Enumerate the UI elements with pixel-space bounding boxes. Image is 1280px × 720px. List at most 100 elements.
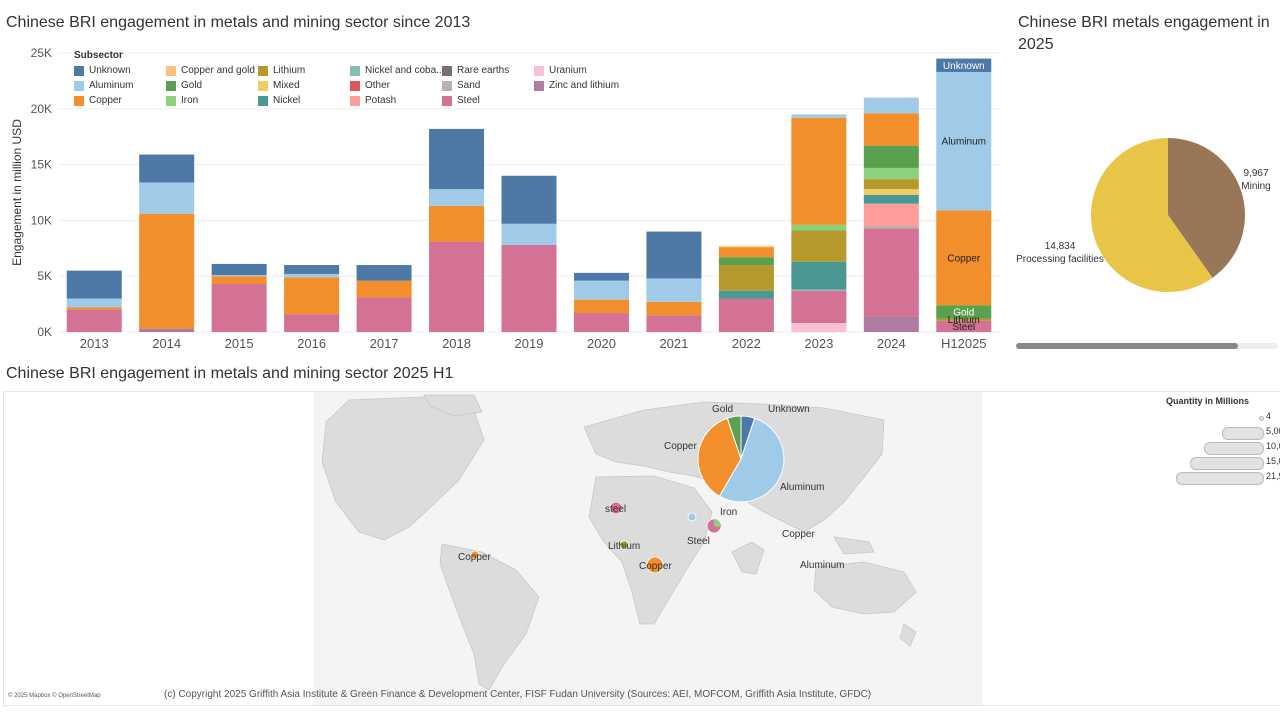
world-map[interactable]: Unknown Aluminum Copper Gold steel Iron Steel L… (4, 392, 1280, 705)
bar-segment-lithium[interactable] (936, 318, 992, 321)
bar-segment-copper[interactable] (284, 277, 340, 315)
bar-segment-steel[interactable] (573, 313, 629, 332)
bar-segment-steel[interactable] (66, 309, 122, 332)
bar-segment-steel[interactable] (936, 320, 992, 332)
bar-segment-unknown[interactable] (139, 154, 195, 183)
legend-item-nickel[interactable]: Nickel (258, 94, 350, 107)
bar-segment-steel[interactable] (863, 228, 919, 317)
bar-segment-iron[interactable] (791, 224, 847, 231)
bar-segment-aluminum[interactable] (936, 71, 992, 211)
bar-segment-unknown[interactable] (211, 263, 267, 276)
pie-scrollbar[interactable] (1016, 343, 1278, 349)
bar-segment-copper[interactable] (863, 113, 919, 146)
legend-item-rare-earths[interactable]: Rare earths (442, 64, 534, 77)
legend-item-steel[interactable]: Steel (442, 94, 534, 107)
bar-segment-sand[interactable] (863, 225, 919, 229)
legend-item-unknown[interactable]: Unknown (74, 64, 166, 77)
map-pie-slice-aluminum[interactable] (718, 417, 785, 503)
legend-item-zinc-and-lithium[interactable]: Zinc and lithium (534, 79, 626, 92)
legend-label: Copper (89, 95, 122, 106)
bar-segment-uranium[interactable] (791, 323, 847, 332)
bar-segment-mixed[interactable] (863, 189, 919, 195)
bar-segment-nickel[interactable] (791, 261, 847, 290)
legend-swatch (74, 80, 84, 91)
map-pie-slice-copper[interactable] (697, 417, 742, 497)
legend-item-aluminum[interactable]: Aluminum (74, 79, 166, 92)
bar-segment-steel[interactable] (356, 297, 412, 332)
legend-item-nickel-and-cobalt[interactable]: Nickel and coba.. (350, 64, 442, 77)
map-point-marker[interactable] (470, 550, 480, 560)
map-pie-slice-gold[interactable] (726, 415, 742, 460)
bar-segment-copper[interactable] (211, 276, 267, 285)
map-point-marker[interactable] (609, 501, 623, 515)
legend-item-uranium[interactable]: Uranium (534, 64, 626, 77)
map-panel[interactable]: Unknown Aluminum Copper Gold steel Iron Steel L… (3, 391, 1280, 706)
bar-segment-lithium[interactable] (718, 265, 774, 291)
legend-item-potash[interactable]: Potash (350, 94, 442, 107)
bar-segment-lithium[interactable] (863, 179, 919, 190)
bar-segment-unknown[interactable] (356, 265, 412, 281)
bar-segment-steel[interactable] (718, 298, 774, 332)
map-point-marker[interactable] (619, 540, 629, 550)
bar-segment-mixed[interactable] (718, 246, 774, 248)
bar-segment-aluminum[interactable] (863, 97, 919, 114)
bar-segment-nickel-and-cobalt[interactable] (791, 289, 847, 291)
map-point-marker[interactable] (646, 556, 664, 574)
bar-segment-copper[interactable] (936, 210, 992, 306)
bar-segment-aluminum[interactable] (66, 298, 122, 308)
bar-segment-aluminum[interactable] (646, 278, 702, 302)
bar-segment-aluminum[interactable] (211, 275, 267, 277)
bar-segment-copper[interactable] (573, 299, 629, 314)
legend-item-gold[interactable]: Gold (166, 79, 258, 92)
legend-item-iron[interactable]: Iron (166, 94, 258, 107)
legend-item-copper[interactable]: Copper (74, 94, 166, 107)
bar-segment-unknown[interactable] (573, 272, 629, 281)
bar-segment-lithium[interactable] (791, 230, 847, 262)
pie-scrollbar-thumb[interactable] (1016, 343, 1238, 349)
bar-segment-gold[interactable] (936, 305, 992, 319)
bar-segment-zinc-and-lithium[interactable] (139, 328, 195, 332)
bar-segment-unknown[interactable] (284, 265, 340, 274)
bar-segment-copper[interactable] (139, 213, 195, 329)
bar-segment-nickel[interactable] (863, 194, 919, 204)
bar-segment-copper[interactable] (718, 247, 774, 258)
legend-item-lithium[interactable]: Lithium (258, 64, 350, 77)
bar-segment-gold[interactable] (718, 257, 774, 266)
bar-segment-copper[interactable] (791, 117, 847, 225)
pie-slice-processing-facilities[interactable] (1090, 138, 1213, 293)
bar-segment-steel[interactable] (284, 314, 340, 332)
legend-item-other[interactable]: Other (350, 79, 442, 92)
bar-segment-steel[interactable] (791, 290, 847, 324)
bar-segment-nickel[interactable] (718, 290, 774, 299)
legend-item-copper-and-gold[interactable]: Copper and gold (166, 64, 258, 77)
bar-segment-unknown[interactable] (646, 231, 702, 279)
bar-segment-zinc-and-lithium[interactable] (863, 316, 919, 332)
map-point-label: Copper (458, 552, 491, 563)
bar-segment-aluminum[interactable] (139, 182, 195, 214)
bar-segment-copper[interactable] (646, 301, 702, 316)
bar-segment-unknown[interactable] (429, 128, 485, 190)
bar-segment-aluminum[interactable] (429, 189, 485, 206)
legend-item-mixed[interactable]: Mixed (258, 79, 350, 92)
size-legend-mark (1190, 457, 1264, 470)
bar-segment-iron[interactable] (863, 167, 919, 180)
bar-segment-steel[interactable] (211, 284, 267, 332)
bar-segment-copper[interactable] (66, 307, 122, 310)
bar-segment-aluminum[interactable] (791, 114, 847, 118)
bar-segment-aluminum[interactable] (573, 280, 629, 300)
bar-segment-steel[interactable] (646, 315, 702, 332)
bar-segment-potash[interactable] (863, 203, 919, 226)
bar-segment-copper[interactable] (429, 205, 485, 242)
bar-segment-steel[interactable] (429, 241, 485, 332)
bar-segment-unknown[interactable] (936, 58, 992, 72)
bar-segment-unknown[interactable] (66, 270, 122, 299)
map-point-marker[interactable] (687, 512, 697, 522)
bar-segment-unknown[interactable] (501, 175, 557, 224)
bar-segment-copper[interactable] (356, 280, 412, 298)
bar-segment-gold[interactable] (863, 145, 919, 168)
bar-segment-aluminum[interactable] (284, 273, 340, 278)
bar-segment-steel[interactable] (501, 244, 557, 332)
pie-slice-mining[interactable] (1168, 138, 1245, 278)
bar-segment-aluminum[interactable] (501, 223, 557, 245)
legend-item-sand[interactable]: Sand (442, 79, 534, 92)
